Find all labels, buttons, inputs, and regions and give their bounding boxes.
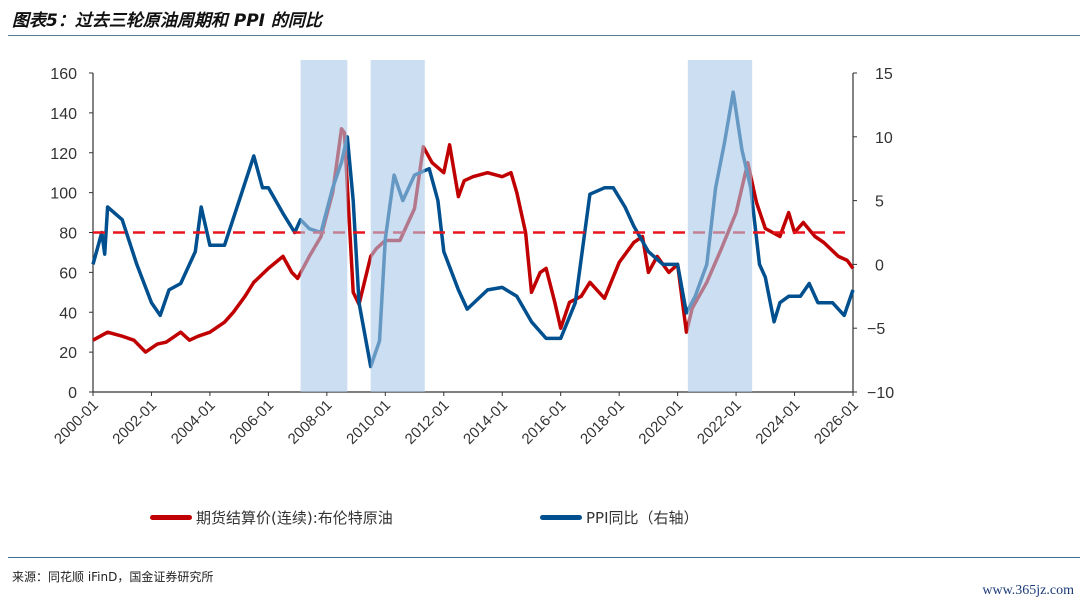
- left-axis-tick-label: 40: [59, 305, 77, 322]
- left-axis-tick-label: 140: [50, 106, 77, 123]
- legend-item-brent: 期货结算价(连续):布伦特原油: [150, 507, 393, 528]
- x-axis-tick-label: 2026-01: [811, 397, 862, 448]
- left-axis-tick-label: 160: [50, 66, 77, 83]
- title-divider: [8, 35, 1080, 36]
- left-axis-tick-label: 20: [59, 345, 77, 362]
- x-axis-tick-label: 2018-01: [577, 397, 628, 448]
- oil-cycle-shaded-period: [687, 60, 753, 392]
- x-axis-tick-label: 2006-01: [226, 397, 277, 448]
- oil-cycle-shaded-period: [300, 60, 348, 392]
- watermark: www.365jz.com: [982, 583, 1074, 598]
- right-axis-tick-label: 5: [875, 194, 884, 211]
- right-axis-tick-label: 10: [875, 130, 893, 147]
- right-axis-tick-label: −10: [867, 385, 894, 402]
- left-axis-tick-label: 80: [59, 226, 77, 243]
- right-axis-tick-label: −5: [867, 321, 885, 338]
- right-axis-tick-label: 0: [875, 257, 884, 274]
- x-axis-tick-label: 2010-01: [343, 397, 394, 448]
- footer-divider: [8, 557, 1080, 558]
- oil-cycle-shaded-period: [370, 60, 425, 392]
- chart-title: 图表5：过去三轮原油周期和 PPI 的同比: [12, 11, 322, 31]
- x-axis-tick-label: 2016-01: [519, 397, 570, 448]
- x-axis-tick-label: 2024-01: [752, 397, 803, 448]
- legend-label-brent: 期货结算价(连续):布伦特原油: [196, 509, 393, 527]
- x-axis-tick-label: 2004-01: [168, 397, 219, 448]
- x-axis-tick-label: 2008-01: [285, 397, 336, 448]
- x-axis-tick-label: 2020-01: [635, 397, 686, 448]
- right-axis-tick-label: 15: [875, 66, 893, 83]
- legend-swatch-ppi: [540, 515, 582, 520]
- left-axis-tick-label: 60: [59, 265, 77, 282]
- legend-label-ppi: PPI同比（右轴）: [586, 509, 699, 527]
- x-axis-tick-label: 2022-01: [694, 397, 745, 448]
- left-axis-tick-label: 100: [50, 186, 77, 203]
- legend-item-ppi: PPI同比（右轴）: [540, 507, 699, 528]
- legend-swatch-brent: [150, 515, 192, 520]
- x-axis-tick-label: 2012-01: [402, 397, 453, 448]
- left-axis-tick-label: 0: [68, 385, 77, 402]
- x-axis-tick-label: 2000-01: [51, 397, 102, 448]
- left-axis-tick-label: 120: [50, 146, 77, 163]
- x-axis-tick-label: 2002-01: [109, 397, 160, 448]
- x-axis-tick-label: 2014-01: [460, 397, 511, 448]
- source-note: 来源：同花顺 iFinD，国金证券研究所: [12, 570, 214, 584]
